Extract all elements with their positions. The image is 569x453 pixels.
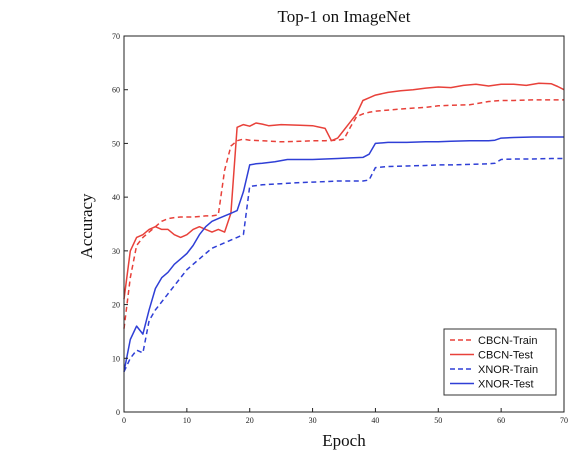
y-tick-label: 0 [116, 408, 120, 417]
x-tick-label: 70 [560, 416, 568, 425]
x-tick-label: 0 [122, 416, 126, 425]
legend-label-xnor-train: XNOR-Train [478, 364, 538, 376]
y-tick-label: 40 [112, 193, 120, 202]
x-tick-label: 20 [246, 416, 254, 425]
y-tick-label: 50 [112, 139, 120, 148]
chart-title: Top-1 on ImageNet [278, 7, 411, 26]
series-line-cbcn-test [123, 82, 565, 300]
y-tick-label: 10 [112, 354, 120, 363]
y-tick-label: 70 [112, 32, 120, 41]
legend-label-cbcn-train: CBCN-Train [478, 335, 538, 347]
x-axis-label: Epoch [322, 431, 366, 450]
x-tick-label: 60 [497, 416, 505, 425]
x-tick-label: 40 [371, 416, 379, 425]
legend-label-cbcn-test: CBCN-Test [478, 350, 533, 362]
x-tick-label: 10 [183, 416, 191, 425]
series-line-cbcn-train [123, 99, 564, 329]
y-tick-label: 60 [112, 86, 120, 95]
y-axis-label: Accuracy [77, 193, 96, 259]
legend-label-xnor-test: XNOR-Test [478, 379, 534, 391]
plot-area [123, 82, 565, 373]
series-line-xnor-train [123, 157, 564, 373]
legend: CBCN-Train CBCN-Test XNOR-Train XNOR-Test [443, 328, 557, 396]
plot-frame [123, 35, 565, 413]
axes: 0 10 20 30 40 50 60 70 0 10 20 30 40 50 60 70 [112, 32, 568, 425]
y-tick-label: 20 [112, 301, 120, 310]
x-tick-label: 50 [434, 416, 442, 425]
x-tick-label: 30 [309, 416, 317, 425]
series-line-xnor-test [123, 136, 564, 372]
y-tick-label: 30 [112, 247, 120, 256]
